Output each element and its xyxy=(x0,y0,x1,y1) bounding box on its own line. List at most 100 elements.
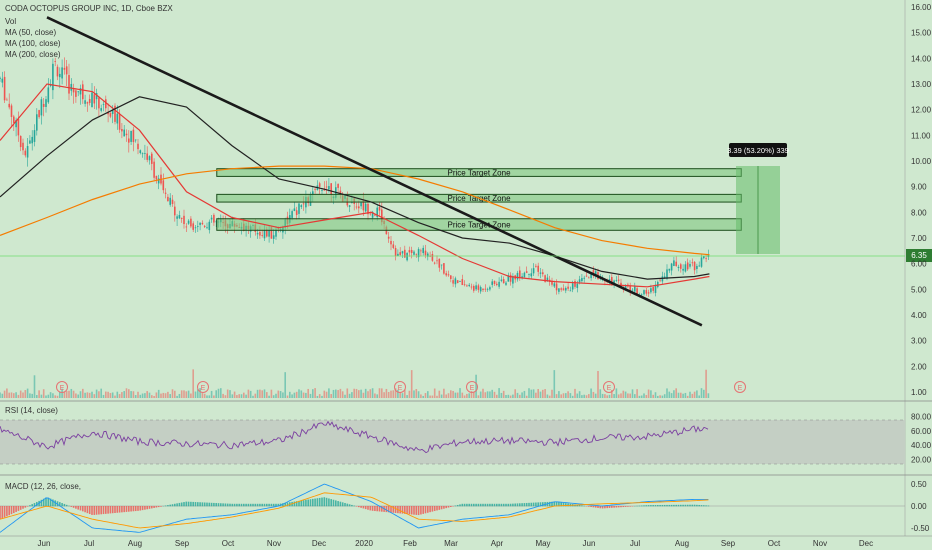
macd-hist-bar xyxy=(70,506,73,507)
candle-body xyxy=(208,221,211,231)
earnings-icon[interactable] xyxy=(394,381,406,393)
volume-bar xyxy=(703,389,705,398)
macd-hist-bar xyxy=(638,505,641,507)
volume-bar xyxy=(316,395,319,398)
volume-bar xyxy=(369,389,372,398)
volume-bar xyxy=(314,388,316,398)
macd-hist-bar xyxy=(341,502,344,507)
candle-body xyxy=(696,265,698,270)
macd-hist-bar xyxy=(19,506,22,510)
candle-body xyxy=(59,73,61,78)
macd-hist-bar xyxy=(438,506,441,510)
volume-bar xyxy=(408,390,411,398)
candle-body xyxy=(318,183,321,187)
volume-bar xyxy=(627,393,629,398)
macd-hist-bar xyxy=(6,506,8,517)
earnings-icon[interactable] xyxy=(56,381,68,393)
macd-hist-bar xyxy=(459,504,461,507)
macd-hist-bar xyxy=(328,498,330,507)
volume-bar xyxy=(509,395,512,398)
candle-body xyxy=(364,203,367,212)
volume-bar xyxy=(190,393,192,398)
volume-bar xyxy=(36,394,38,398)
volume-bar xyxy=(318,394,321,398)
macd-hist-bar xyxy=(174,503,176,507)
candle-body xyxy=(330,183,332,195)
volume-bar xyxy=(691,393,694,398)
candle-body xyxy=(652,287,654,291)
macd-hist-bar xyxy=(597,506,599,508)
candle-body xyxy=(38,110,40,118)
volume-bar xyxy=(477,395,480,398)
macd-hist-bar xyxy=(652,505,654,507)
candle-body xyxy=(562,288,565,291)
volume-bar xyxy=(358,390,360,398)
macd-hist-bar xyxy=(680,504,682,507)
macd-hist-bar xyxy=(201,502,204,507)
earnings-icon[interactable] xyxy=(734,381,746,393)
candle-body xyxy=(270,227,273,239)
volume-bar xyxy=(680,392,682,398)
price-axis[interactable] xyxy=(905,0,932,550)
volume-bar xyxy=(63,392,66,398)
trendline-segment[interactable] xyxy=(46,16,703,327)
volume-bar xyxy=(479,391,482,398)
candle-body xyxy=(617,279,620,281)
candle-body xyxy=(401,251,404,254)
macd-hist-bar xyxy=(670,504,673,507)
macd-tick: -0.50 xyxy=(911,524,930,533)
volume-bar xyxy=(525,395,528,398)
candle-body xyxy=(72,89,75,93)
macd-hist-bar xyxy=(537,502,539,507)
candle-body xyxy=(93,94,96,104)
trendline[interactable] xyxy=(46,16,703,327)
earnings-icon[interactable] xyxy=(197,381,209,393)
candle-body xyxy=(387,236,390,239)
candle-body xyxy=(673,260,675,266)
candle-body xyxy=(445,273,447,276)
volume-bar xyxy=(201,393,204,398)
macd-hist-bar xyxy=(160,506,162,507)
volume-bar xyxy=(275,393,277,398)
macd-hist-bar xyxy=(475,503,477,507)
macd-hist-bar xyxy=(606,506,608,509)
candle-body xyxy=(321,190,323,191)
volume-bar xyxy=(450,390,452,398)
macd-hist-bar xyxy=(178,502,181,507)
candle-body xyxy=(491,281,493,285)
volume-bar xyxy=(261,390,263,398)
volume-bar xyxy=(132,391,135,398)
candle-body xyxy=(314,188,316,190)
volume-bar xyxy=(247,389,250,398)
candle-body xyxy=(413,251,415,255)
x-tick: Aug xyxy=(675,539,689,548)
candle-body xyxy=(325,186,328,188)
macd-hist-bar xyxy=(114,506,116,513)
volume-bar xyxy=(443,388,445,398)
price-tick: 12.00 xyxy=(911,106,932,115)
candle-body xyxy=(275,229,277,237)
candle-body xyxy=(397,253,399,256)
candle-body xyxy=(199,222,201,225)
macd-hist-bar xyxy=(392,506,395,513)
macd-hist-bar xyxy=(447,506,450,508)
candle-body xyxy=(519,270,521,279)
earnings-icon[interactable] xyxy=(603,381,615,393)
macd-hist-bar xyxy=(171,504,174,507)
candle-body xyxy=(659,279,661,281)
earnings-icon[interactable] xyxy=(466,381,478,393)
macd-hist-bar xyxy=(420,506,422,515)
volume-bar xyxy=(698,395,700,398)
macd-hist-bar xyxy=(371,506,374,511)
macd-hist-bar xyxy=(502,503,505,507)
candle-body xyxy=(107,112,109,115)
earnings-letter: E xyxy=(201,385,206,392)
volume-bar xyxy=(70,388,73,398)
volume-bar xyxy=(643,393,645,398)
macd-hist-bar xyxy=(355,506,358,507)
macd-hist-bar xyxy=(367,506,369,510)
candle-body xyxy=(194,227,197,229)
volume-bar xyxy=(406,395,408,398)
